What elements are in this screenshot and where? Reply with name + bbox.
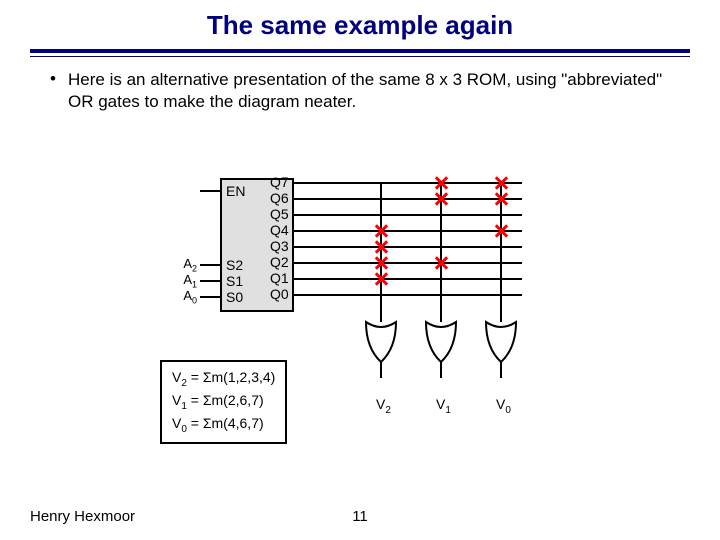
page-title: The same example again (0, 0, 720, 41)
cross-V0-q7 (494, 176, 508, 190)
q-wire-1 (292, 278, 522, 280)
label-v2: V2 (376, 396, 391, 416)
q-wire-0 (292, 294, 522, 296)
q-label-7: Q7 (270, 174, 289, 190)
rom-diagram: A2 A1 A0 EN S2 S1 S0 Q7Q6Q5Q4Q3Q2Q1Q0 V2… (130, 160, 630, 440)
eq-v1: V1 = Σm(2,6,7) (172, 391, 275, 414)
pin-s0: S0 (226, 289, 243, 305)
addr-a1: A1 (172, 272, 197, 290)
label-v0: V0 (496, 396, 511, 416)
bullet-text: Here is an alternative presentation of t… (68, 69, 670, 113)
or-gate-V0 (484, 320, 518, 365)
eq-v2: V2 = Σm(1,2,3,4) (172, 368, 275, 391)
en-wire (200, 190, 220, 192)
q-label-2: Q2 (270, 254, 289, 270)
q-label-3: Q3 (270, 238, 289, 254)
q-wire-7 (292, 182, 522, 184)
s2-wire (200, 264, 220, 266)
cross-V2-q3 (374, 240, 388, 254)
cross-V2-q2 (374, 256, 388, 270)
equations-box: V2 = Σm(1,2,3,4) V1 = Σm(2,6,7) V0 = Σm(… (160, 360, 287, 444)
cross-V1-q6 (434, 192, 448, 206)
addr-a0: A0 (172, 288, 197, 306)
s0-wire (200, 296, 220, 298)
q-label-5: Q5 (270, 206, 289, 222)
or-gate-V2 (364, 320, 398, 365)
pin-s2: S2 (226, 257, 243, 273)
q-wire-6 (292, 198, 522, 200)
addr-a2: A2 (172, 256, 197, 274)
s1-wire (200, 280, 220, 282)
bullet-row: • Here is an alternative presentation of… (50, 69, 670, 113)
cross-V1-q7 (434, 176, 448, 190)
q-label-4: Q4 (270, 222, 289, 238)
cross-V0-q4 (494, 224, 508, 238)
eq-v0: V0 = Σm(4,6,7) (172, 414, 275, 437)
q-wire-2 (292, 262, 522, 264)
pin-en: EN (226, 183, 245, 199)
label-v1: V1 (436, 396, 451, 416)
title-rule (30, 49, 690, 57)
q-wire-5 (292, 214, 522, 216)
cross-V2-q4 (374, 224, 388, 238)
or-gate-V1 (424, 320, 458, 365)
cross-V0-q6 (494, 192, 508, 206)
bullet-dot: • (50, 69, 68, 113)
pin-s1: S1 (226, 273, 243, 289)
q-label-6: Q6 (270, 190, 289, 206)
q-wire-4 (292, 230, 522, 232)
q-wire-3 (292, 246, 522, 248)
footer-page-number: 11 (0, 508, 720, 525)
q-label-0: Q0 (270, 286, 289, 302)
cross-V2-q1 (374, 272, 388, 286)
cross-V1-q2 (434, 256, 448, 270)
q-label-1: Q1 (270, 270, 289, 286)
